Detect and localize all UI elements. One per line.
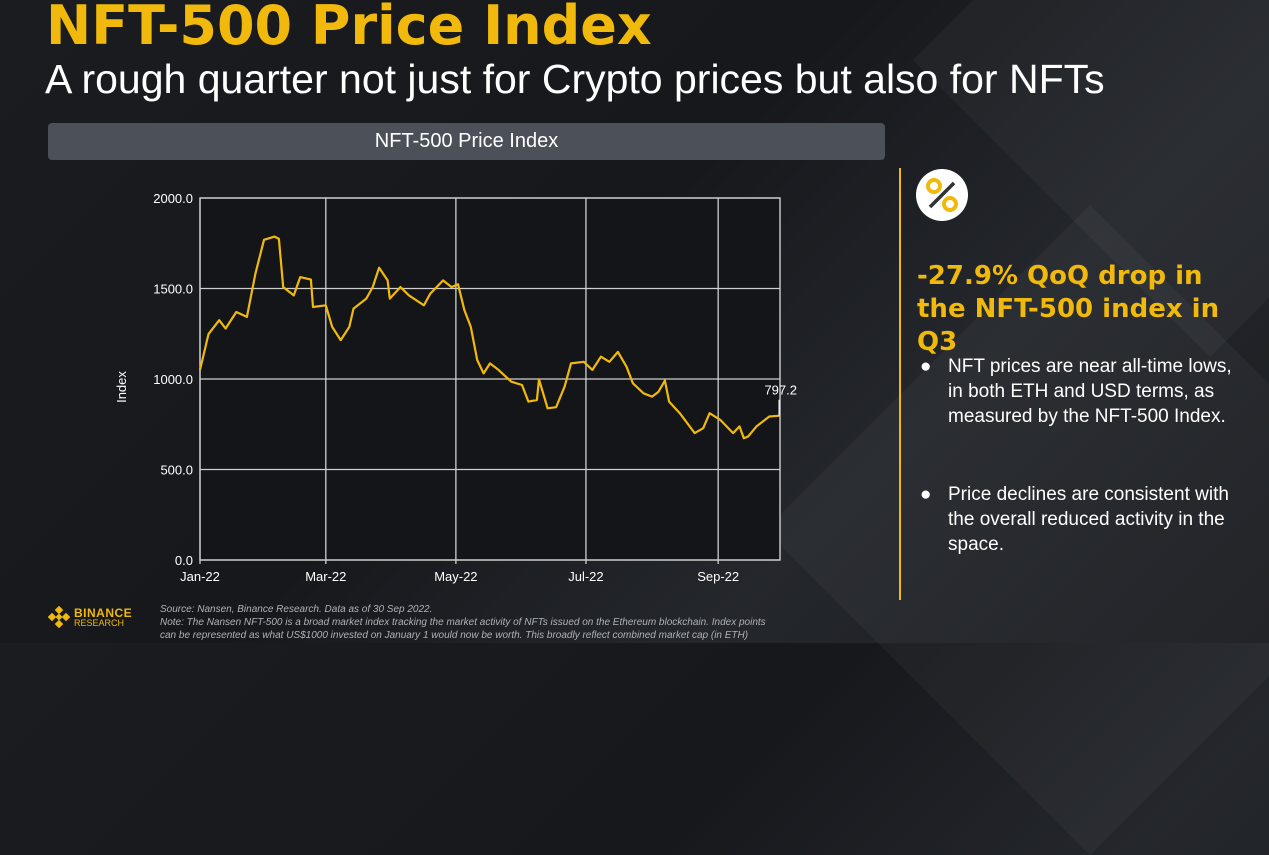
- y-tick-label: 0.0: [175, 553, 193, 568]
- y-axis-label: Index: [114, 371, 129, 403]
- logo-name: BINANCE: [74, 606, 133, 620]
- x-tick-label: Sep-22: [697, 569, 739, 584]
- binance-diamond-icon: [48, 606, 70, 628]
- footnotes: Source: Nansen, Binance Research. Data a…: [160, 603, 860, 642]
- chart-header: NFT-500 Price Index: [48, 123, 885, 160]
- x-tick-label: Mar-22: [305, 569, 346, 584]
- chart-ticks: 0.0 500.0 1000.0 1500.0 2000.0 Jan-22 Mar-22 Ma…: [153, 191, 739, 584]
- x-tick-label: Jan-22: [180, 569, 220, 584]
- slide-subtitle: A rough quarter not just for Crypto pric…: [45, 56, 1105, 102]
- index-note: Note: The Nansen NFT-500 is a broad mark…: [160, 617, 766, 628]
- last-value-label: 797.2: [764, 383, 797, 398]
- source-note: Source: Nansen, Binance Research. Data a…: [160, 604, 433, 615]
- y-tick-label: 2000.0: [153, 191, 193, 206]
- index-note-continued: can be represented as what US$1000 inves…: [160, 630, 749, 641]
- slide-title: NFT-500 Price Index: [46, 0, 652, 57]
- y-tick-label: 1500.0: [153, 282, 193, 297]
- panel-headline: -27.9% QoQ drop in the NFT-500 index in …: [917, 261, 1220, 357]
- x-tick-label: Jul-22: [568, 569, 603, 584]
- x-tick-label: May-22: [434, 569, 477, 584]
- chart-grid: [199, 197, 781, 564]
- y-tick-label: 1000.0: [153, 372, 193, 387]
- logo-sub: RESEARCH: [74, 618, 125, 628]
- bullet-text: NFT prices are near all-time lows, in bo…: [948, 356, 1232, 427]
- percent-icon: [916, 169, 968, 221]
- index-series-line: [198, 235, 781, 440]
- y-tick-label: 500.0: [160, 463, 193, 478]
- panel-divider: [899, 168, 901, 600]
- bullet-text: Price declines are consistent with the o…: [948, 484, 1229, 555]
- line-chart: 0.0 500.0 1000.0 1500.0 2000.0 Jan-22 Mar-22 Ma…: [114, 191, 797, 584]
